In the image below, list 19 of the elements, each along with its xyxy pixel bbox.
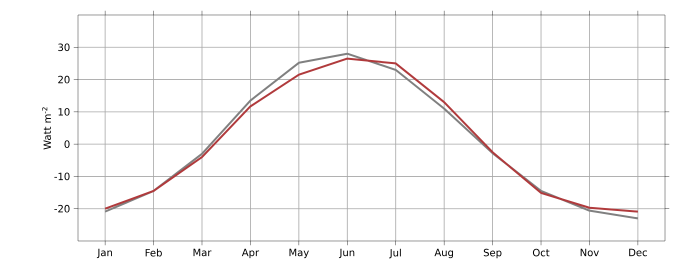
y-tick-label: 10 [58, 108, 70, 116]
x-tick-label: Sep [484, 248, 502, 258]
x-tick-label: May [290, 248, 309, 258]
y-tick-label: 20 [58, 76, 70, 84]
x-tick-label: Jan [96, 248, 112, 258]
x-tick-label: Apr [242, 248, 260, 258]
x-tick-label: Aug [434, 248, 454, 258]
y-tick-label: 0 [64, 140, 70, 148]
x-tick-label: Feb [146, 248, 162, 257]
x-tick-label: Nov [580, 248, 599, 256]
x-tick-label: Jul [389, 248, 401, 258]
y-tick-label: -20 [54, 204, 70, 212]
x-tick-label: Oct [532, 248, 550, 256]
y-tick-label: -10 [54, 172, 70, 180]
x-tick-label: Mar [194, 248, 212, 256]
y-axis-title: Watt m$^{-2}$ [42, 107, 52, 150]
x-tick-label: Jun [338, 248, 354, 258]
y-tick-label: 30 [58, 44, 70, 52]
x-tick-label: Dec [629, 248, 647, 256]
